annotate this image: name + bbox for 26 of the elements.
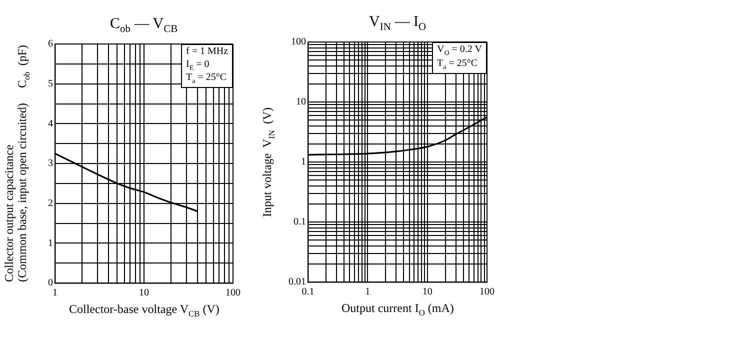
x-tick-label: 1 xyxy=(365,286,370,298)
y-tick-label: 1 xyxy=(301,156,306,168)
x-axis-title: Collector-base voltage V$_{CB}$ (V) xyxy=(69,302,220,319)
annotation: V$_{O}$ = 0.2 V xyxy=(437,44,482,57)
y-tick-label: 100 xyxy=(291,36,306,48)
chart-title: V$_{IN}$ — I$_{O}$ xyxy=(369,14,426,34)
x-tick-label: 100 xyxy=(226,288,240,299)
y-tick-label: 0 xyxy=(48,278,53,289)
annotation: f = 1 MHz xyxy=(186,46,228,57)
x-tick-label: 10 xyxy=(139,288,149,299)
x-tick-label: 100 xyxy=(480,286,494,298)
y-tick-label: 0.01 xyxy=(288,276,306,288)
x-axis-title: Output current I$_{O}$ (mA) xyxy=(342,301,454,318)
y-tick-label: 0.1 xyxy=(294,216,306,228)
chart-title: C$_{ob}$ — V$_{CB}$ xyxy=(110,16,178,36)
y-tick-label: 4 xyxy=(48,118,53,130)
annotation: T$_{a}$ = 25°C xyxy=(437,58,478,71)
y-tick-label: 10 xyxy=(296,96,306,108)
y-tick-label: 6 xyxy=(48,38,53,50)
y-tick-label: 1 xyxy=(48,238,53,249)
annotation: T$_{a}$ = 25°C xyxy=(186,72,227,86)
y-tick-label: 2 xyxy=(48,198,53,209)
y-tick-label: 5 xyxy=(48,78,53,90)
y-tick-label: 3 xyxy=(48,158,53,170)
annotation: I$_{E}$ = 0 xyxy=(186,58,210,72)
x-tick-label: 10 xyxy=(422,286,432,298)
